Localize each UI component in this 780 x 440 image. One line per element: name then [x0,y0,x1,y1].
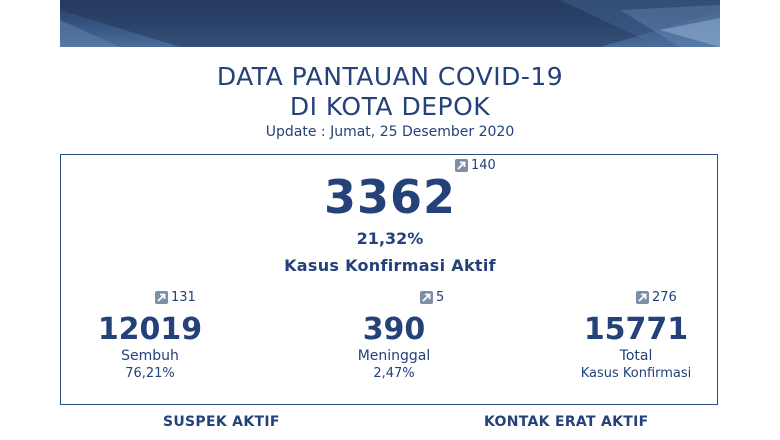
deaths-delta-value: 5 [436,290,445,305]
recovered-percent: 76,21% [125,366,175,381]
deaths-label: Meninggal [357,348,431,364]
total-stat: 15771 Total Kasus Konfirmasi [536,313,736,383]
total-delta: 276 [636,290,677,305]
recovered-delta: 131 [155,290,196,305]
arrow-up-right-icon [455,159,468,172]
header-banner [60,0,720,47]
deaths-value: 390 [362,312,426,347]
deaths-stat: 390 Meninggal 2,47% [294,313,494,383]
recovered-value: 12019 [97,312,203,347]
active-delta: 140 [455,158,496,173]
deaths-delta: 5 [420,290,444,305]
total-value: 15771 [583,312,689,347]
total-label: Total [619,348,653,364]
active-delta-value: 140 [471,158,496,173]
total-sublabel: Kasus Konfirmasi [580,366,692,381]
contact-section-title: KONTAK ERAT AKTIF [484,414,649,430]
arrow-up-right-icon [155,291,168,304]
deaths-percent: 2,47% [373,366,415,381]
banner-pattern [60,0,720,47]
suspect-section-title: SUSPEK AKTIF [163,414,280,430]
page-title-line2: DI KOTA DEPOK [289,92,491,121]
arrow-up-right-icon [420,291,433,304]
recovered-delta-value: 131 [171,290,196,305]
recovered-stat: 12019 Sembuh 76,21% [50,313,250,383]
update-date: Update : Jumat, 25 Desember 2020 [265,124,515,140]
stats-card [60,154,718,405]
arrow-up-right-icon [636,291,649,304]
recovered-label: Sembuh [121,348,179,364]
total-delta-value: 276 [652,290,677,305]
page-title-line1: DATA PANTAUAN COVID-19 [216,62,564,91]
active-cases-value: 3362 [323,170,457,224]
active-cases-label: Kasus Konfirmasi Aktif [284,256,496,275]
active-cases-percent: 21,32% [356,229,424,248]
